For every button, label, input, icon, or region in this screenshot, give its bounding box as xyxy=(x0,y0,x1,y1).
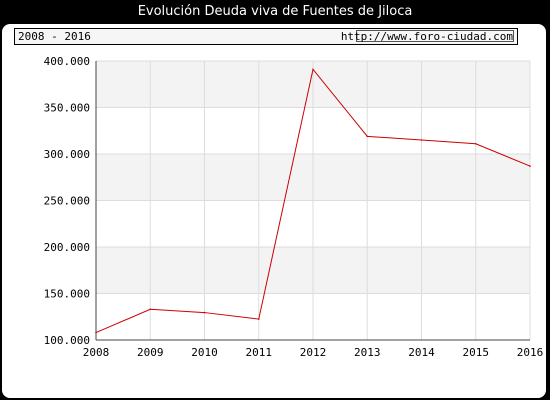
chart-title: Evolución Deuda viva de Fuentes de Jiloc… xyxy=(137,4,413,19)
y-tick-label: 150.000 xyxy=(44,288,90,301)
x-tick-label: 2010 xyxy=(191,346,218,359)
x-tick-label: 2013 xyxy=(354,346,381,359)
x-tick-label: 2012 xyxy=(300,346,327,359)
date-range-label: 2008 - 2016 xyxy=(18,30,91,43)
y-tick-label: 200.000 xyxy=(44,241,90,254)
data-point xyxy=(149,308,152,311)
url-box xyxy=(356,30,514,42)
y-tick-label: 100.000 xyxy=(44,334,90,347)
y-tick-label: 250.000 xyxy=(44,195,90,208)
x-tick-label: 2016 xyxy=(517,346,544,359)
source-url-link[interactable]: http://www.foro-ciudad.com xyxy=(340,30,513,43)
data-point xyxy=(366,135,369,138)
info-bar: 2008 - 2016 http://www.foro-ciudad.com xyxy=(14,28,518,45)
data-point xyxy=(474,142,477,145)
data-point xyxy=(203,311,206,314)
data-point xyxy=(529,165,531,167)
data-point xyxy=(257,318,260,320)
x-tick-label: 2009 xyxy=(137,346,164,359)
y-tick-label: 300.000 xyxy=(44,148,90,161)
x-tick-label: 2011 xyxy=(246,346,273,359)
data-point xyxy=(420,139,423,141)
y-tick-label: 350.000 xyxy=(44,102,90,115)
x-tick-label: 2015 xyxy=(463,346,490,359)
data-point xyxy=(95,331,97,334)
data-point xyxy=(312,68,314,71)
x-tick-label: 2014 xyxy=(408,346,435,359)
x-tick-label: 2008 xyxy=(83,346,110,359)
y-tick-label: 400.000 xyxy=(44,55,90,68)
